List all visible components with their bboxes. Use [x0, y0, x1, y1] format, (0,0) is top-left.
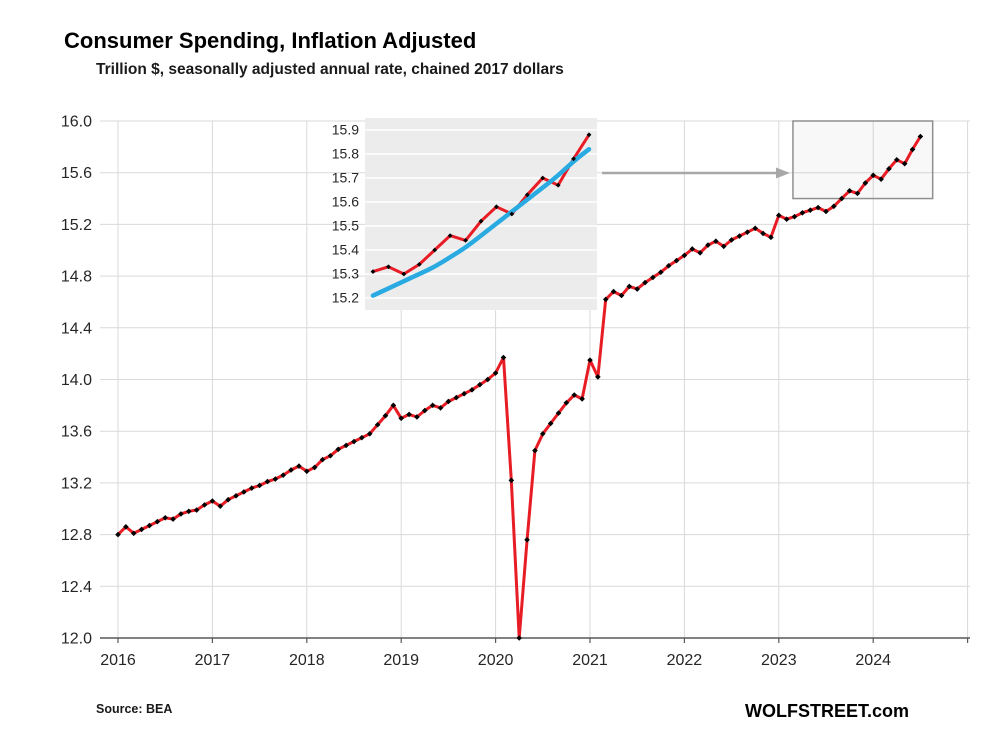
y-axis-label: 14.0 [61, 372, 92, 389]
inset-y-axis-label: 15.9 [332, 122, 359, 138]
inset-chart: 15.9 15.8 15.7 15.6 15.5 15.4 15.3 15.2 [332, 118, 597, 310]
x-axis-label: 2019 [383, 652, 419, 669]
inset-y-axis-label: 15.4 [332, 242, 359, 258]
watermark: WOLFSTREET.com [744, 701, 909, 721]
x-axis-label: 2017 [195, 652, 231, 669]
y-axis-label: 16.0 [61, 114, 92, 131]
arrow-head-icon [775, 167, 790, 179]
inset-background [365, 118, 597, 310]
y-axis-label: 15.2 [61, 217, 92, 234]
inset-y-axis-label: 15.3 [332, 266, 359, 282]
y-axis-label: 14.8 [61, 269, 92, 286]
x-axis: 2016 2017 2018 2019 2020 2021 2022 2023 2024 [100, 637, 970, 669]
x-axis-label: 2018 [289, 652, 325, 669]
inset-y-axis-label: 15.2 [332, 290, 359, 306]
y-axis-label: 13.2 [61, 475, 92, 492]
x-axis-label: 2020 [478, 652, 514, 669]
x-axis-label: 2021 [572, 652, 608, 669]
zoom-arrow [602, 167, 790, 179]
inset-y-axis-label: 15.5 [332, 218, 359, 234]
x-axis-label: 2023 [761, 652, 797, 669]
y-axis-label: 12.8 [61, 527, 92, 544]
main-series [115, 133, 924, 641]
source-label: Source: BEA [96, 702, 173, 716]
y-axis-label: 12.4 [61, 579, 92, 596]
x-axis-label: 2024 [855, 652, 891, 669]
chart-subtitle: Trillion $, seasonally adjusted annual r… [96, 61, 564, 78]
inset-y-axis-label: 15.6 [332, 194, 359, 210]
y-axis: 12.0 12.4 12.8 13.2 13.6 14.0 14.4 14.8 15.2 15.6… [61, 114, 92, 648]
gridlines [100, 120, 970, 639]
y-axis-label: 14.4 [61, 320, 92, 337]
inset-trend-line [370, 146, 592, 298]
y-axis-label: 15.6 [61, 165, 92, 182]
chart-title: Consumer Spending, Inflation Adjusted [64, 28, 477, 53]
y-axis-label: 12.0 [61, 631, 92, 648]
x-axis-label: 2022 [667, 652, 703, 669]
y-axis-label: 13.6 [61, 424, 92, 441]
inset-y-axis-label: 15.7 [332, 170, 359, 186]
inset-y-axis-label: 15.8 [332, 146, 359, 162]
x-axis-label: 2016 [100, 652, 136, 669]
